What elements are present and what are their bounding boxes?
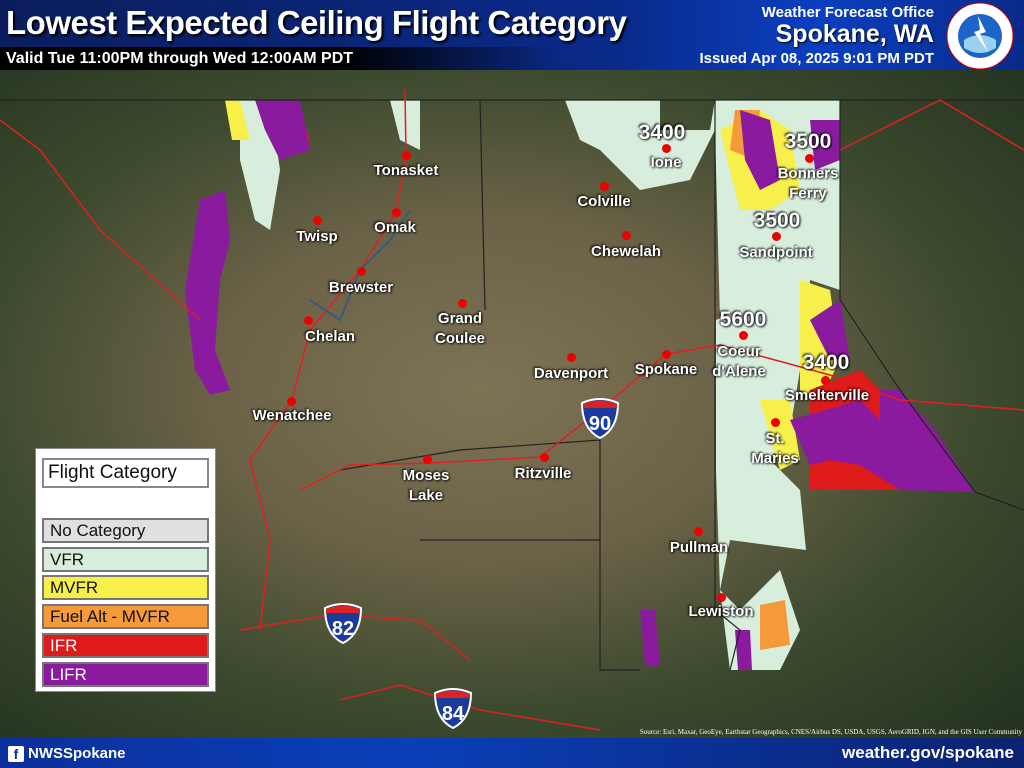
road-border [0,119,201,321]
ceiling-value-label: 3500 [784,130,832,153]
office-name: Spokane, WA [775,20,934,48]
interstate-84-shield: 84 [433,688,473,729]
legend: Flight Category No Category VFR MVFR Fue… [35,448,216,692]
city-label: Ritzville [514,465,572,482]
legend-item-fuel-alt-mvfr: Fuel Alt - MVFR [42,604,209,629]
ceiling-value-label: 5600 [719,308,767,331]
city-marker [662,144,671,153]
city-label: Colville [577,193,631,210]
city-marker [739,331,748,340]
road-i90 [299,344,1024,491]
city-label: Davenport [533,365,609,382]
legend-item-ifr: IFR [42,633,209,658]
map[interactable]: Tonasket Omak Twisp Brewster Chelan Wenatchee… [0,70,1024,738]
city-marker [600,182,609,191]
city-label: Twisp [296,228,338,245]
page-title: Lowest Expected Ceiling Flight Category [6,4,627,41]
city-marker [304,316,313,325]
legend-title: Flight Category [42,458,209,488]
facebook-handle: NWSSpokane [28,745,126,762]
facebook-link[interactable]: f NWSSpokane [8,745,126,762]
city-label: Pullman [669,539,729,556]
city-label: Omak [374,219,416,236]
issued-time: Issued Apr 08, 2025 9:01 PM PDT [699,50,934,67]
city-marker [717,593,726,602]
nws-logo [946,2,1014,70]
city-marker [821,376,830,385]
shield-number: 82 [332,618,354,640]
city-marker [458,299,467,308]
shield-number: 84 [442,703,465,725]
city-label: Tonasket [373,162,439,179]
city-marker [402,151,411,160]
map-attribution: Source: Esri, Maxar, GeoEye, Earthstar G… [639,728,1022,736]
city-marker [287,397,296,406]
city-marker [694,527,703,536]
city-label: Bonners Ferry [777,165,839,202]
valid-time: Valid Tue 11:00PM through Wed 12:00AM PD… [0,47,560,70]
city-marker [622,231,631,240]
city-label: Spokane [634,361,698,378]
city-label: Grand Coulee [434,310,486,347]
city-marker [392,208,401,217]
facebook-icon: f [8,745,24,762]
ceiling-value-label: 3500 [753,209,801,232]
city-label: Wenatchee [252,407,332,424]
city-marker [313,216,322,225]
lifr-region [185,100,975,670]
road-east [839,99,1024,151]
road-i82 [239,614,471,661]
city-label: Smelterville [784,387,870,404]
ceiling-value-label: 3400 [802,351,850,374]
interstate-82-shield: 82 [323,603,363,644]
road-us97 [249,89,407,631]
header: Lowest Expected Ceiling Flight Category … [0,0,1024,70]
interstate-90-shield: 90 [580,398,620,439]
city-label: Brewster [328,279,394,296]
city-label: Coeur d'Alene [712,343,766,380]
city-marker [540,453,549,462]
city-label: Sandpoint [739,244,813,261]
footer: f NWSSpokane weather.gov/spokane [0,738,1024,768]
city-marker [805,154,814,163]
map-overlay [0,89,1024,731]
legend-item-vfr: VFR [42,547,209,572]
city-label: St. Maries [751,430,799,467]
wfo-label: Weather Forecast Office [761,4,934,21]
city-marker [357,267,366,276]
legend-item-no-category: No Category [42,518,209,543]
legend-item-mvfr: MVFR [42,575,209,600]
city-marker [772,232,781,241]
city-label: Ione [650,154,682,171]
city-label: Moses Lake [402,467,450,504]
boundaries [0,99,1024,671]
city-marker [423,455,432,464]
city-label: Chewelah [590,243,662,260]
legend-item-lifr: LIFR [42,662,209,687]
city-label: Lewiston [688,603,754,620]
ceiling-value-label: 3400 [638,121,686,144]
city-marker [662,350,671,359]
shield-number: 90 [589,413,611,435]
city-marker [567,353,576,362]
website-link[interactable]: weather.gov/spokane [842,743,1014,762]
city-label: Chelan [304,328,356,345]
city-marker [771,418,780,427]
